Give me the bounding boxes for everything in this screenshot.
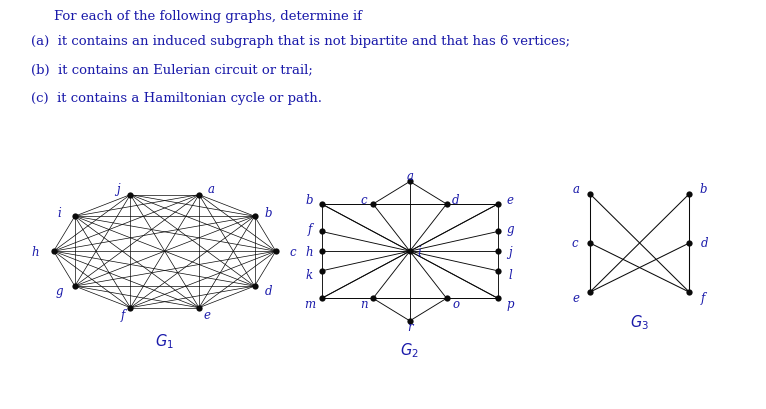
Text: p: p — [506, 297, 514, 310]
Text: l: l — [509, 268, 512, 281]
Text: c: c — [571, 237, 578, 250]
Text: h: h — [306, 245, 313, 258]
Text: d: d — [264, 284, 272, 297]
Text: m: m — [304, 297, 315, 310]
Text: (b)  it contains an Eulerian circuit or trail;: (b) it contains an Eulerian circuit or t… — [31, 63, 313, 76]
Text: j: j — [116, 183, 120, 196]
Text: g: g — [56, 284, 64, 297]
Text: b: b — [306, 193, 313, 206]
Text: $G_2$: $G_2$ — [401, 341, 419, 360]
Text: o: o — [452, 297, 460, 310]
Text: k: k — [306, 268, 313, 281]
Text: (c)  it contains a Hamiltonian cycle or path.: (c) it contains a Hamiltonian cycle or p… — [31, 92, 322, 105]
Text: b: b — [699, 182, 707, 195]
Text: r: r — [407, 320, 413, 333]
Text: $G_1$: $G_1$ — [155, 331, 174, 350]
Text: d: d — [452, 193, 460, 206]
Text: c: c — [361, 193, 367, 206]
Text: d: d — [701, 237, 709, 250]
Text: c: c — [290, 245, 296, 258]
Text: i: i — [57, 206, 61, 219]
Text: a: a — [406, 170, 414, 183]
Text: e: e — [572, 291, 580, 304]
Text: f: f — [120, 308, 125, 321]
Text: g: g — [506, 222, 514, 235]
Text: b: b — [264, 207, 272, 220]
Text: a: a — [572, 182, 580, 195]
Text: (a)  it contains an induced subgraph that is not bipartite and that has 6 vertic: (a) it contains an induced subgraph that… — [31, 35, 570, 48]
Text: n: n — [360, 297, 368, 310]
Text: $G_3$: $G_3$ — [630, 313, 649, 332]
Text: e: e — [203, 308, 210, 321]
Text: For each of the following graphs, determine if: For each of the following graphs, determ… — [54, 10, 362, 23]
Text: h: h — [31, 245, 39, 258]
Text: i: i — [417, 245, 421, 258]
Text: a: a — [208, 183, 214, 196]
Text: f: f — [701, 291, 705, 304]
Text: f: f — [307, 222, 312, 235]
Text: j: j — [509, 245, 512, 258]
Text: e: e — [506, 193, 514, 206]
